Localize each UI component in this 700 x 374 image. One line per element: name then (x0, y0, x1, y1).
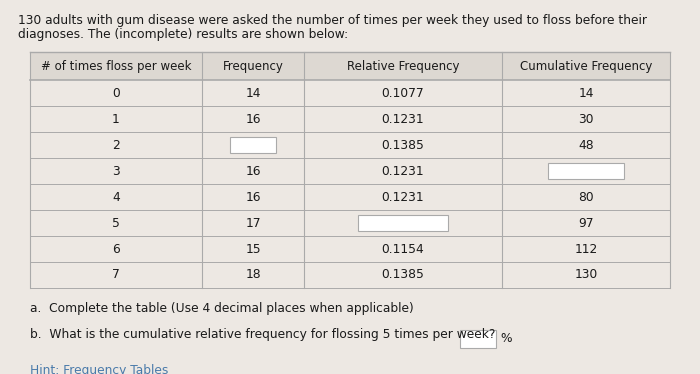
Text: 30: 30 (578, 113, 594, 126)
Text: b.  What is the cumulative relative frequency for flossing 5 times per week?: b. What is the cumulative relative frequ… (30, 328, 496, 341)
Text: 16: 16 (245, 190, 260, 203)
Text: %: % (500, 331, 512, 344)
Text: 0: 0 (112, 86, 120, 99)
Text: # of times floss per week: # of times floss per week (41, 59, 191, 73)
Text: Cumulative Frequency: Cumulative Frequency (520, 59, 652, 73)
Text: 5: 5 (112, 217, 120, 230)
Text: Frequency: Frequency (223, 59, 284, 73)
Text: a.  Complete the table (Use 4 decimal places when applicable): a. Complete the table (Use 4 decimal pla… (30, 302, 414, 315)
Bar (460, 330, 496, 348)
Text: 14: 14 (578, 86, 594, 99)
Text: 1: 1 (112, 113, 120, 126)
Text: 0.1231: 0.1231 (382, 190, 424, 203)
Text: Hint: Frequency Tables: Hint: Frequency Tables (30, 364, 169, 374)
Text: 48: 48 (578, 138, 594, 151)
Text: 14: 14 (245, 86, 260, 99)
Text: 15: 15 (245, 242, 261, 255)
Text: 0.1154: 0.1154 (382, 242, 424, 255)
Text: 6: 6 (112, 242, 120, 255)
Text: 0.1385: 0.1385 (382, 269, 424, 282)
Bar (358, 215, 447, 231)
Bar (548, 163, 624, 179)
Text: 18: 18 (245, 269, 261, 282)
Text: 130: 130 (575, 269, 598, 282)
Text: 130 adults with gum disease were asked the number of times per week they used to: 130 adults with gum disease were asked t… (18, 14, 647, 27)
Text: 17: 17 (245, 217, 260, 230)
Text: 0.1231: 0.1231 (382, 165, 424, 178)
Text: 7: 7 (112, 269, 120, 282)
Text: 0.1385: 0.1385 (382, 138, 424, 151)
Text: 80: 80 (578, 190, 594, 203)
Text: 112: 112 (575, 242, 598, 255)
Text: diagnoses. The (incomplete) results are shown below:: diagnoses. The (incomplete) results are … (18, 28, 348, 41)
Text: 0.1231: 0.1231 (382, 113, 424, 126)
Text: 2: 2 (112, 138, 120, 151)
Text: Relative Frequency: Relative Frequency (346, 59, 459, 73)
Text: 0.1077: 0.1077 (382, 86, 424, 99)
Text: 16: 16 (245, 113, 260, 126)
Bar (30, 52, 670, 288)
Text: 3: 3 (112, 165, 120, 178)
Text: 4: 4 (112, 190, 120, 203)
Text: 16: 16 (245, 165, 260, 178)
Bar (230, 137, 276, 153)
Bar (30, 52, 670, 80)
Text: 97: 97 (578, 217, 594, 230)
